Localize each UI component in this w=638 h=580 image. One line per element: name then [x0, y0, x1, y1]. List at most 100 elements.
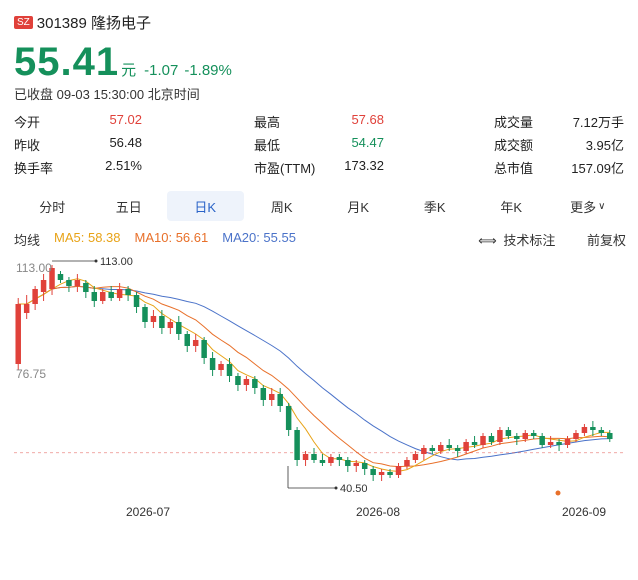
candle-body — [370, 469, 376, 475]
candle-body — [176, 322, 182, 334]
candle-body — [429, 448, 436, 451]
candle-body — [15, 304, 21, 364]
tab-4[interactable]: 月K — [347, 199, 370, 215]
candle-body — [421, 448, 427, 454]
candle-body — [83, 283, 89, 292]
candle-body — [514, 436, 520, 439]
chevron-down-icon: ∨ — [598, 200, 606, 212]
candle-body — [74, 280, 81, 286]
stat-label: 最高 — [254, 115, 281, 130]
stat-label: 成交量 — [494, 115, 534, 130]
candle-body — [269, 394, 275, 400]
high-marker-dot — [94, 259, 98, 263]
candle-body — [167, 322, 174, 328]
ma5-value: MA5: 58.38 — [54, 230, 121, 245]
candle-body — [125, 289, 131, 295]
y-max-label: 113.00 — [16, 261, 52, 275]
x-axis-label: 2026-09 — [562, 505, 606, 519]
candle-body — [497, 430, 503, 442]
exchange-badge: SZ — [14, 16, 33, 29]
candle-body — [277, 394, 283, 406]
candle-body — [547, 442, 554, 445]
y-min-label: 76.75 — [16, 367, 46, 381]
tab-6[interactable]: 年K — [500, 199, 523, 215]
candle-body — [209, 358, 216, 370]
price-row: 55.41 元 -1.07 -1.89% — [14, 40, 232, 85]
candle-body — [294, 430, 300, 460]
candle-body — [23, 304, 30, 313]
stat-label: 成交额 — [494, 138, 534, 153]
ma5-line — [18, 278, 610, 472]
candle-body — [260, 388, 267, 400]
candle-body — [336, 457, 343, 460]
tech-annotation-button[interactable]: 技术标注 — [503, 233, 556, 248]
candle-body — [361, 463, 368, 469]
tab-2[interactable]: 日K — [167, 191, 244, 221]
tab-1[interactable]: 五日 — [115, 199, 142, 215]
tab-3[interactable]: 周K — [270, 199, 293, 215]
candle-body — [438, 445, 444, 451]
market-status: 已收盘 09-03 15:30:00 北京时间 — [14, 87, 200, 102]
ma10-value: MA10: 56.61 — [134, 230, 209, 245]
candle-body — [57, 274, 64, 280]
candle-body — [454, 448, 461, 451]
stat-label: 昨收 — [14, 138, 41, 153]
price-change-pct: -1.89% — [184, 62, 232, 79]
candle-body — [159, 316, 165, 328]
stat-label: 市盈(TTM) — [254, 161, 316, 176]
price-unit: 元 — [121, 62, 137, 79]
candle-body — [235, 376, 241, 385]
candle-body — [285, 406, 292, 430]
current-price: 55.41 — [14, 40, 120, 84]
stat-value: 56.48 — [109, 135, 142, 150]
candle-body — [522, 433, 529, 439]
tech-annotation-icon[interactable]: ⟺ — [478, 233, 497, 248]
tab-5[interactable]: 季K — [423, 199, 446, 215]
stat-value: 54.47 — [351, 135, 384, 150]
candle-body — [243, 379, 250, 385]
candle-body — [573, 433, 579, 439]
x-axis-label: 2026-08 — [356, 505, 400, 519]
candle-body — [40, 280, 47, 292]
stats-grid: 今开 57.02 最高 57.68 成交量 7.12万手 昨收 56.48 最低 54.47 成交额… — [14, 112, 624, 181]
stat-value: 173.32 — [344, 158, 384, 173]
low-marker-dot — [334, 486, 338, 490]
event-marker-dot — [555, 490, 561, 496]
candle-body — [488, 436, 495, 442]
candle-body — [311, 454, 317, 460]
candlestick-chart[interactable]: 113.00 76.75 113.00 40.50 2026-07 2026-08 2026… — [0, 250, 638, 530]
stat-label: 今开 — [14, 115, 41, 130]
candle-body — [446, 445, 452, 448]
high-marker-label: 113.00 — [100, 256, 133, 268]
candle-body — [404, 460, 410, 466]
stat-value: 57.68 — [351, 112, 384, 127]
candle-body — [345, 460, 351, 466]
candle-body — [530, 433, 537, 436]
candle-body — [463, 442, 469, 451]
stat-value: 2.51% — [105, 158, 142, 173]
stock-code-name: 301389 隆扬电子 — [36, 15, 152, 32]
low-marker-label: 40.50 — [340, 483, 368, 495]
candle-body — [471, 442, 478, 445]
candle-body — [192, 340, 199, 346]
adjust-button[interactable]: 前复权 — [586, 233, 626, 248]
stat-value: 3.95亿 — [585, 138, 624, 153]
candle-body — [49, 268, 55, 289]
tab-0[interactable]: 分时 — [39, 199, 66, 215]
candle-body — [378, 472, 385, 475]
candle-body — [607, 433, 613, 439]
candle-body — [218, 364, 224, 370]
price-change: -1.07 — [144, 62, 179, 79]
stat-label: 总市值 — [494, 161, 534, 176]
candle-body — [32, 289, 38, 304]
candle-body — [412, 454, 419, 460]
ma20-line — [18, 285, 610, 461]
stats-row: 昨收 56.48 最低 54.47 成交额 3.95亿 — [14, 135, 624, 158]
candle-body — [99, 292, 106, 301]
candle-body — [556, 442, 562, 445]
candle-body — [564, 439, 571, 445]
tab-7[interactable]: 更多 ∨ — [570, 199, 606, 215]
candle-body — [91, 292, 98, 301]
candle-body — [539, 436, 545, 445]
ma-legend: 均线 MA5: 58.38 MA10: 56.61 MA20: 55.55 ⟺ … — [14, 230, 626, 249]
